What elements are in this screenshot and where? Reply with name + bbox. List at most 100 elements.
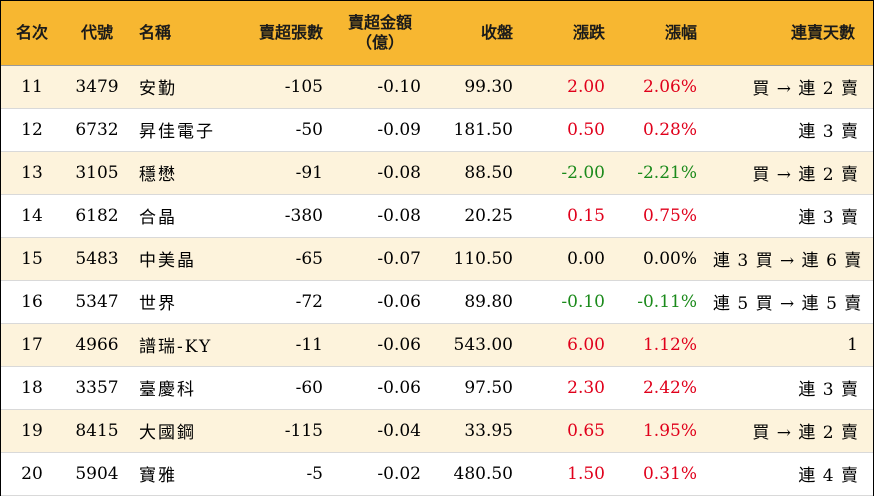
table-row: 13 3105 穩懋 -91 -0.08 88.50 -2.00 -2.21% 買 → 連 2 … <box>1 151 873 195</box>
cell-close: 480.50 <box>429 452 521 496</box>
cell-sell-lots: -65 <box>231 237 331 281</box>
header-name: 名稱 <box>131 1 231 66</box>
cell-sell-amount: -0.07 <box>331 237 429 281</box>
table-row: 14 6182 合晶 -380 -0.08 20.25 0.15 0.75% 連 3 賣 <box>1 194 873 238</box>
cell-code: 3357 <box>63 366 131 410</box>
cell-sell-amount: -0.04 <box>331 409 429 453</box>
header-change-pct: 漲幅 <box>613 1 705 66</box>
cell-change-pct: 0.00% <box>613 237 705 281</box>
table-row: 12 6732 昇佳電子 -50 -0.09 181.50 0.50 0.28% 連 3 賣 <box>1 108 873 152</box>
header-code: 代號 <box>63 1 131 66</box>
cell-sell-lots: -380 <box>231 194 331 238</box>
table-row: 17 4966 譜瑞-KY -11 -0.06 543.00 6.00 1.12% 1 <box>1 323 873 367</box>
cell-name: 昇佳電子 <box>131 108 231 152</box>
cell-change-pct: 2.06% <box>613 65 705 109</box>
cell-rank: 20 <box>1 452 63 496</box>
cell-code: 5483 <box>63 237 131 281</box>
cell-change-pct: 0.31% <box>613 452 705 496</box>
cell-close: 110.50 <box>429 237 521 281</box>
cell-sell-amount: -0.10 <box>331 65 429 109</box>
cell-rank: 18 <box>1 366 63 410</box>
cell-change: 2.30 <box>521 366 613 410</box>
cell-change: 1.50 <box>521 452 613 496</box>
table-row: 11 3479 安勤 -105 -0.10 99.30 2.00 2.06% 買 → 連 2 賣 <box>1 65 873 109</box>
cell-change-pct: -0.11% <box>613 280 705 324</box>
cell-change: 0.50 <box>521 108 613 152</box>
cell-rank: 15 <box>1 237 63 281</box>
cell-change: -2.00 <box>521 151 613 195</box>
cell-sell-amount: -0.02 <box>331 452 429 496</box>
cell-name: 安勤 <box>131 65 231 109</box>
cell-streak: 買 → 連 2 賣 <box>705 65 873 109</box>
cell-code: 5347 <box>63 280 131 324</box>
cell-streak: 買 → 連 2 賣 <box>705 409 873 453</box>
cell-streak: 連 3 買 → 連 6 賣 <box>705 237 873 281</box>
cell-streak: 買 → 連 2 賣 <box>705 151 873 195</box>
cell-rank: 11 <box>1 65 63 109</box>
cell-rank: 16 <box>1 280 63 324</box>
cell-streak: 連 3 賣 <box>705 108 873 152</box>
cell-name: 寶雅 <box>131 452 231 496</box>
cell-sell-lots: -105 <box>231 65 331 109</box>
cell-close: 88.50 <box>429 151 521 195</box>
cell-sell-lots: -91 <box>231 151 331 195</box>
header-rank: 名次 <box>1 1 63 66</box>
cell-sell-lots: -72 <box>231 280 331 324</box>
cell-change-pct: 1.12% <box>613 323 705 367</box>
cell-change-pct: 0.75% <box>613 194 705 238</box>
cell-code: 3479 <box>63 65 131 109</box>
cell-name: 穩懋 <box>131 151 231 195</box>
cell-code: 5904 <box>63 452 131 496</box>
header-streak: 連賣天數 <box>705 1 873 66</box>
cell-rank: 14 <box>1 194 63 238</box>
cell-close: 33.95 <box>429 409 521 453</box>
cell-code: 3105 <box>63 151 131 195</box>
cell-name: 世界 <box>131 280 231 324</box>
cell-name: 臺慶科 <box>131 366 231 410</box>
table-body: 11 3479 安勤 -105 -0.10 99.30 2.00 2.06% 買 → 連 2 賣… <box>1 65 873 496</box>
cell-sell-lots: -5 <box>231 452 331 496</box>
cell-code: 6732 <box>63 108 131 152</box>
table-row: 18 3357 臺慶科 -60 -0.06 97.50 2.30 2.42% 連 3 賣 <box>1 366 873 410</box>
table-row: 20 5904 寶雅 -5 -0.02 480.50 1.50 0.31% 連 4 賣 <box>1 452 873 496</box>
table-row: 16 5347 世界 -72 -0.06 89.80 -0.10 -0.11% 連 5 買 → … <box>1 280 873 324</box>
header-sell-lots: 賣超張數 <box>231 1 331 66</box>
cell-change-pct: 2.42% <box>613 366 705 410</box>
cell-close: 20.25 <box>429 194 521 238</box>
cell-name: 中美晶 <box>131 237 231 281</box>
cell-name: 合晶 <box>131 194 231 238</box>
header-change: 漲跌 <box>521 1 613 66</box>
cell-sell-amount: -0.09 <box>331 108 429 152</box>
header-sell-amount: 賣超金額 （億） <box>331 1 429 66</box>
cell-close: 99.30 <box>429 65 521 109</box>
cell-name: 譜瑞-KY <box>131 323 231 367</box>
cell-streak: 1 <box>705 323 873 367</box>
cell-name: 大國鋼 <box>131 409 231 453</box>
cell-close: 89.80 <box>429 280 521 324</box>
cell-sell-amount: -0.08 <box>331 194 429 238</box>
cell-change: 0.65 <box>521 409 613 453</box>
cell-rank: 17 <box>1 323 63 367</box>
cell-sell-amount: -0.06 <box>331 323 429 367</box>
cell-change-pct: -2.21% <box>613 151 705 195</box>
cell-rank: 19 <box>1 409 63 453</box>
cell-streak: 連 5 買 → 連 5 賣 <box>705 280 873 324</box>
cell-change: 6.00 <box>521 323 613 367</box>
table-row: 15 5483 中美晶 -65 -0.07 110.50 0.00 0.00% 連 3 買 → … <box>1 237 873 281</box>
cell-code: 8415 <box>63 409 131 453</box>
cell-close: 543.00 <box>429 323 521 367</box>
cell-close: 97.50 <box>429 366 521 410</box>
cell-rank: 13 <box>1 151 63 195</box>
cell-change-pct: 0.28% <box>613 108 705 152</box>
cell-change-pct: 1.95% <box>613 409 705 453</box>
cell-sell-amount: -0.08 <box>331 151 429 195</box>
cell-change: 0.15 <box>521 194 613 238</box>
cell-sell-lots: -115 <box>231 409 331 453</box>
cell-sell-amount: -0.06 <box>331 366 429 410</box>
cell-sell-lots: -50 <box>231 108 331 152</box>
table-header-row: 名次 代號 名稱 賣超張數 賣超金額 （億） 收盤 漲跌 漲幅 連賣天數 <box>1 1 873 66</box>
cell-change: -0.10 <box>521 280 613 324</box>
cell-change: 0.00 <box>521 237 613 281</box>
